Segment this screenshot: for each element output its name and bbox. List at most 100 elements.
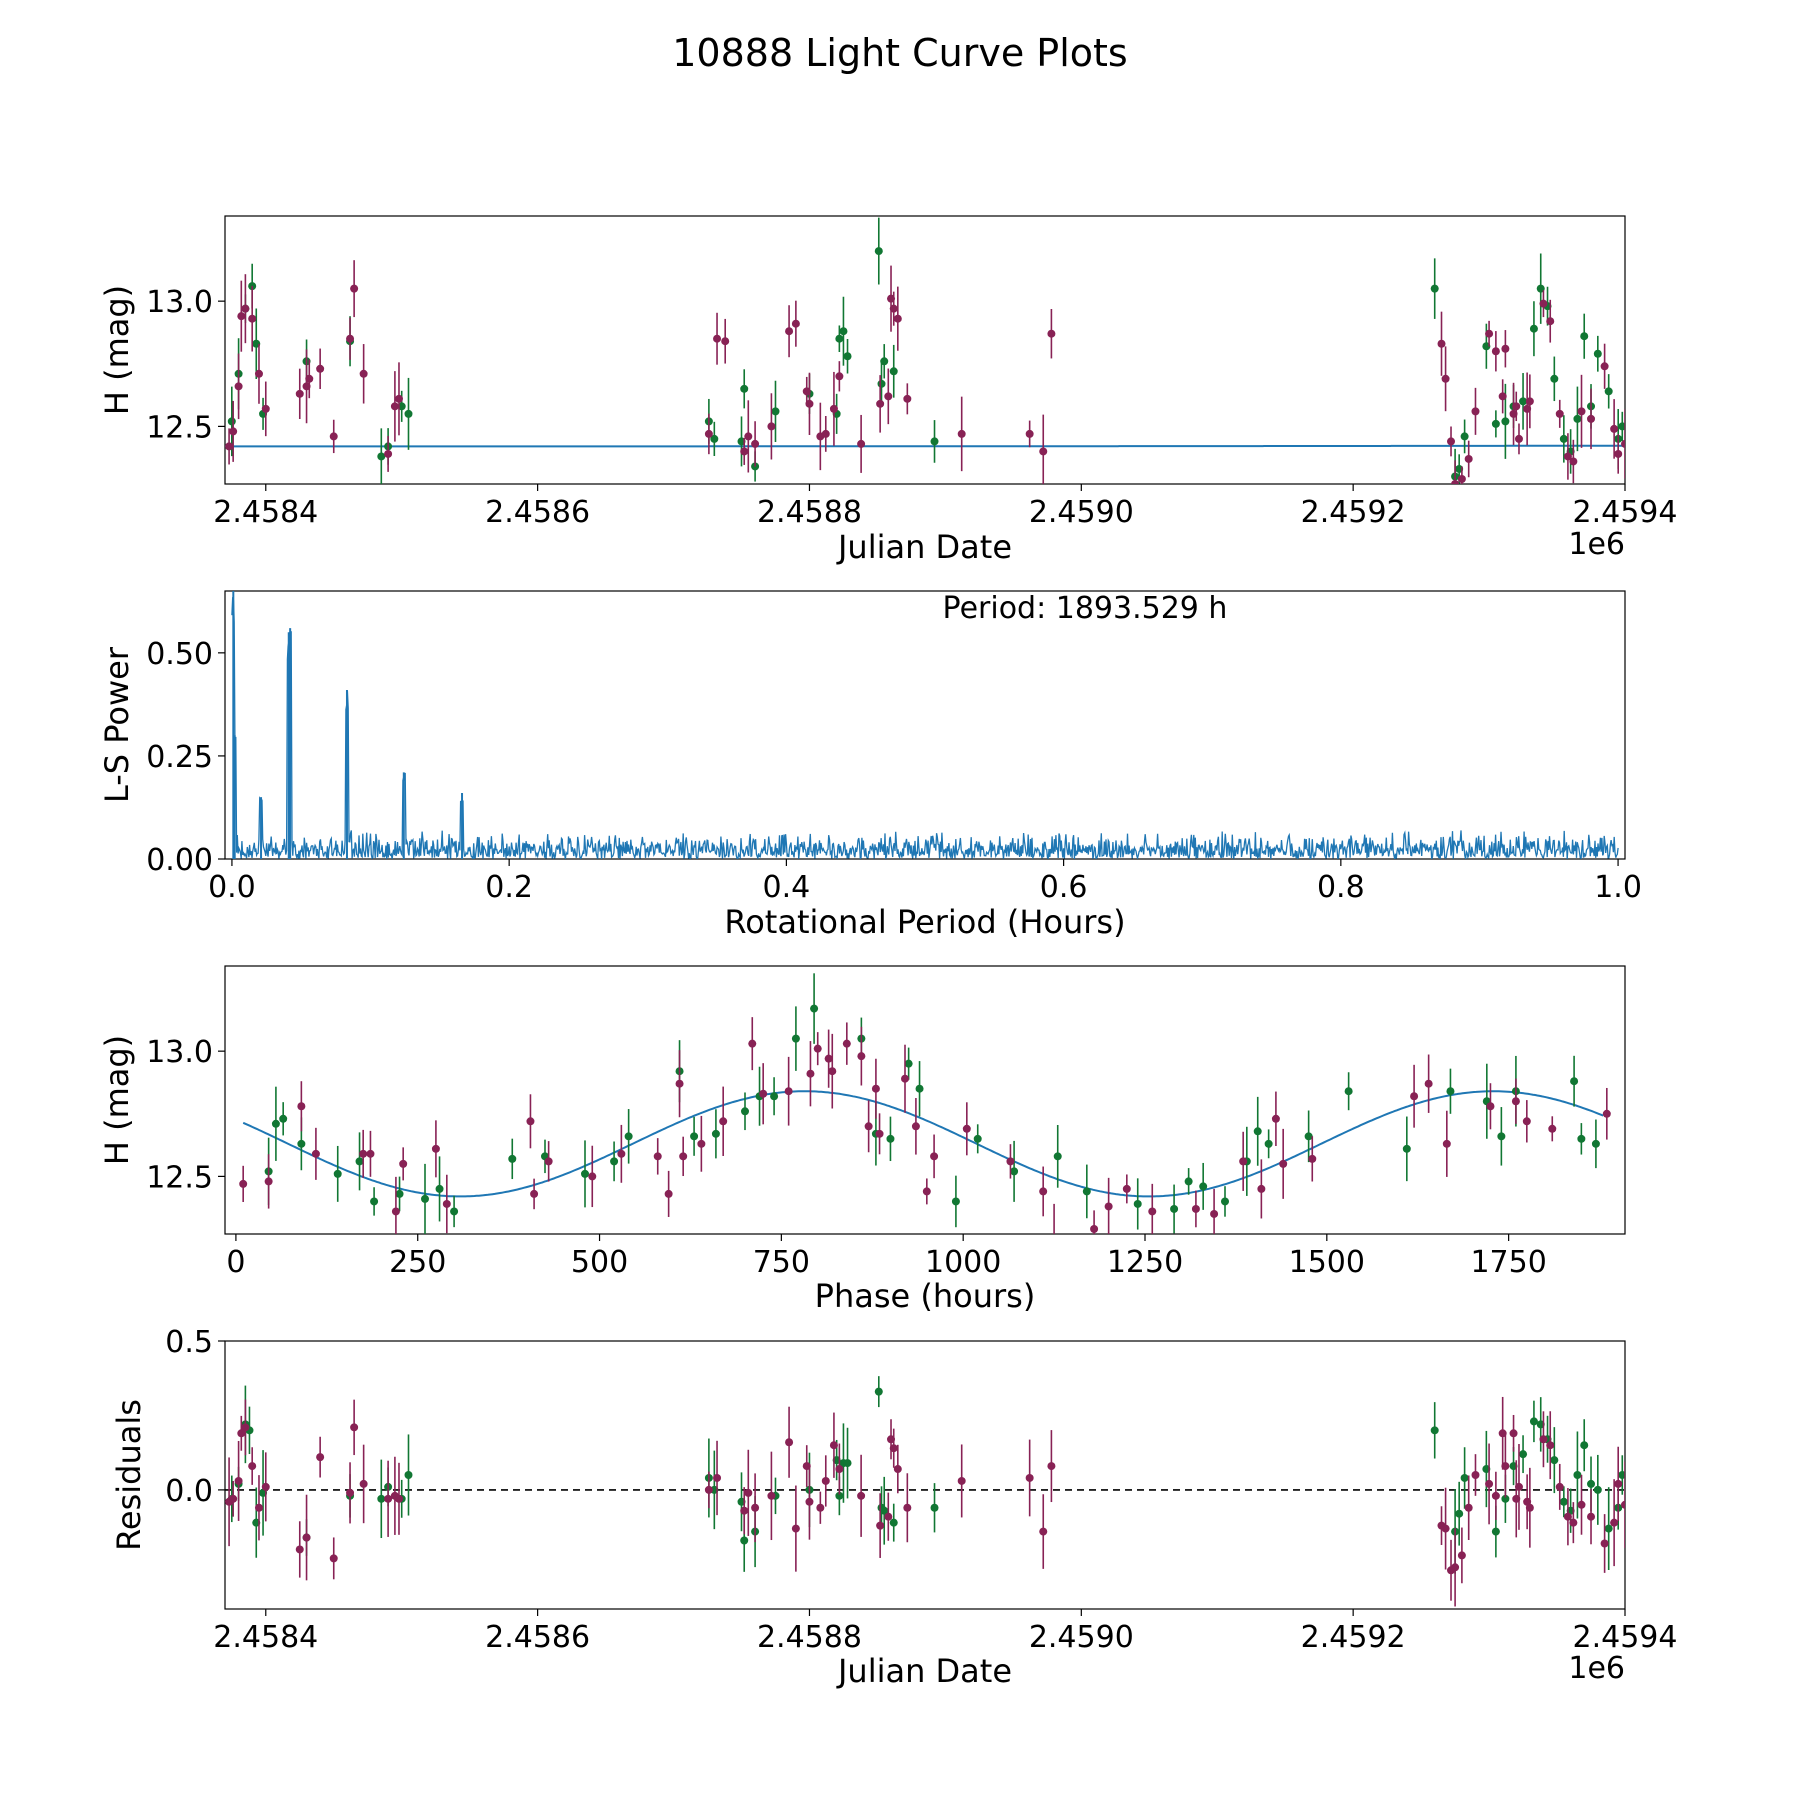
phased-point-green (370, 1197, 379, 1206)
phased-point-purple (748, 1039, 757, 1048)
lightcurve-point-purple (1437, 339, 1446, 348)
lightcurve-point-green (710, 434, 719, 443)
phased-point-purple (697, 1139, 706, 1148)
lightcurve-point-green (843, 352, 852, 361)
residuals-xtick-label: 2.4594 (1573, 1620, 1678, 1655)
residuals-point-purple (1621, 1500, 1625, 1509)
phased-point-purple (1210, 1209, 1219, 1218)
residuals-point-green (1618, 1471, 1625, 1479)
lightcurve-point-purple (744, 432, 753, 441)
lightcurve-point-purple (1047, 329, 1056, 338)
residuals-point-purple (1600, 1539, 1609, 1548)
lightcurve-point-purple (903, 394, 912, 403)
phased-point-purple (1308, 1154, 1317, 1163)
lightcurve-point-purple (1587, 414, 1596, 423)
residuals-point-purple (785, 1438, 794, 1447)
residuals-panel: 2.4584 2.4586 2.4588 2.4590 2.4592 2.4594 0.0… (110, 1325, 1677, 1690)
lightcurve-point-green (835, 334, 844, 343)
lightcurve-point-purple (1563, 452, 1572, 461)
residuals-xticks: 2.4584 2.4586 2.4588 2.4590 2.4592 2.4594 (213, 1609, 1677, 1655)
phased-point-green (297, 1139, 306, 1148)
residuals-point-purple (744, 1488, 753, 1497)
lightcurve-point-purple (1569, 457, 1578, 466)
lightcurve-point-purple (1577, 407, 1586, 416)
residuals-point-purple (1025, 1473, 1034, 1482)
residuals-point-green (1580, 1441, 1589, 1450)
phased-point-purple (901, 1074, 909, 1083)
phased-point-green (770, 1092, 779, 1101)
lightcurve-point-green (377, 452, 386, 461)
periodogram-xtick-label: 0.8 (1317, 870, 1365, 905)
residuals-point-purple (816, 1503, 825, 1512)
phased-point-purple (1271, 1114, 1280, 1123)
residuals-point-purple (903, 1503, 912, 1512)
lightcurve-point-purple (829, 404, 838, 413)
residuals-point-green (1550, 1456, 1559, 1465)
phased-point-purple (1006, 1157, 1015, 1166)
phased-xtick-label: 500 (571, 1245, 628, 1280)
phased-point-green (1253, 1127, 1262, 1136)
phased-point-purple (871, 1084, 880, 1093)
phased-point-purple (922, 1187, 931, 1196)
phased-point-purple (653, 1152, 662, 1161)
lightcurve-point-purple (394, 394, 403, 403)
residuals-point-purple (229, 1494, 238, 1503)
phased-point-purple (1050, 1235, 1058, 1243)
phased-point-purple (1104, 1202, 1113, 1211)
residuals-point-purple (346, 1488, 355, 1497)
lightcurve-point-purple (791, 319, 800, 328)
residuals-point-purple (302, 1533, 311, 1542)
phased-point-purple (264, 1177, 273, 1186)
residuals-point-purple (1628, 1405, 1636, 1413)
periodogram-xticks: 0.0 0.2 0.4 0.6 0.8 1.0 (208, 859, 1642, 905)
lightcurve-point-purple (254, 369, 263, 378)
phased-xtick-label: 1500 (1289, 1245, 1365, 1280)
lightcurve-point-purple (390, 402, 399, 411)
periodogram-ylabel: L-S Power (98, 646, 136, 803)
lightcurve-point-purple (704, 429, 713, 438)
lightcurve-point-purple (821, 429, 830, 438)
phased-point-green (886, 1134, 895, 1143)
phased-point-purple (679, 1152, 688, 1161)
phased-point-purple (857, 1052, 866, 1061)
lightcurve-point-green (1501, 417, 1510, 426)
phased-xtick-label: 750 (753, 1245, 810, 1280)
lightcurve-point-purple (1628, 365, 1636, 373)
phased-point-green (610, 1157, 619, 1166)
residuals-point-purple (740, 1506, 749, 1515)
figure-title: 10888 Light Curve Plots (672, 31, 1127, 75)
residuals-point-green (1587, 1479, 1596, 1488)
phased-xtick-label: 0 (226, 1245, 245, 1280)
residuals-xlabel: Julian Date (836, 1652, 1012, 1690)
residuals-point-purple (821, 1476, 830, 1485)
phased-yticks: 12.5 13.0 (146, 1035, 225, 1195)
phased-point-purple (526, 1117, 535, 1126)
residuals-yticks: 0.0 0.5 (165, 1325, 225, 1509)
periodogram-panel: 0.0 0.2 0.4 0.6 0.8 1.0 0.00 0.25 0.50 Period: … (98, 590, 1642, 941)
residuals-point-green (843, 1459, 852, 1468)
lightcurve-point-purple (957, 429, 966, 438)
lightcurve-point-green (930, 437, 939, 446)
lightcurve-point-purple (1525, 397, 1534, 406)
residuals-point-green (1491, 1527, 1500, 1536)
residuals-xtick-label: 2.4590 (1029, 1620, 1134, 1655)
phased-point-green (810, 1004, 819, 1013)
lightcurve-xtick-label: 2.4592 (1301, 495, 1406, 530)
phased-point-purple (359, 1149, 368, 1158)
lightcurve-point-green (1519, 397, 1528, 406)
periodogram-ytick-label: 0.00 (146, 843, 213, 878)
residuals-point-purple (1610, 1518, 1619, 1527)
lightcurve-point-green (404, 409, 413, 418)
phased-point-green (1402, 1144, 1411, 1153)
residuals-point-purple (1464, 1503, 1473, 1512)
lightcurve-point-green (1460, 432, 1469, 441)
lightcurve-point-purple (1491, 347, 1500, 356)
lightcurve-point-purple (1610, 424, 1619, 433)
phased-point-purple (813, 1044, 822, 1053)
phased-point-green (1133, 1199, 1142, 1208)
residuals-point-green (377, 1494, 386, 1503)
phased-xtick-label: 250 (389, 1245, 446, 1280)
phased-point-green (508, 1154, 517, 1163)
lightcurve-point-green (1491, 419, 1500, 428)
residuals-point-purple (835, 1465, 844, 1474)
